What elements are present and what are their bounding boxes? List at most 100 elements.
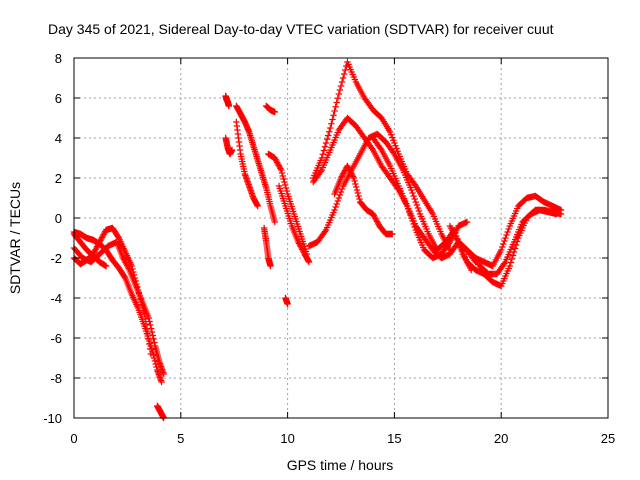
data-point xyxy=(557,206,565,214)
data-point xyxy=(499,243,506,251)
series-track-7 xyxy=(222,134,236,158)
data-point xyxy=(391,139,398,147)
data-point xyxy=(133,280,140,288)
data-point xyxy=(339,74,347,82)
y-tick-label: 2 xyxy=(55,171,62,186)
data-point xyxy=(323,136,331,143)
plot-frame xyxy=(73,57,609,419)
data-point xyxy=(136,292,143,300)
series-track-13 xyxy=(275,182,313,266)
data-point xyxy=(321,228,329,235)
data-point xyxy=(121,273,128,280)
data-point xyxy=(281,181,289,189)
data-point xyxy=(341,70,348,78)
data-point xyxy=(338,185,346,193)
data-point xyxy=(500,240,507,248)
data-point xyxy=(328,120,335,127)
series-track-21 xyxy=(455,192,565,270)
data-point xyxy=(351,177,358,185)
series-track-17 xyxy=(305,130,475,274)
data-point xyxy=(318,154,325,162)
x-tick-label: 10 xyxy=(280,431,294,446)
data-point xyxy=(508,255,516,263)
data-point xyxy=(135,289,143,297)
data-point xyxy=(151,357,159,365)
data-point xyxy=(130,271,138,279)
series-track-1 xyxy=(70,228,165,386)
data-point xyxy=(330,112,337,119)
data-point xyxy=(406,208,413,216)
data-point xyxy=(405,205,412,213)
y-tick-label: -4 xyxy=(50,291,62,306)
data-point xyxy=(413,201,421,209)
data-point xyxy=(412,198,419,206)
series-track-3 xyxy=(70,224,155,358)
data-point xyxy=(342,66,349,74)
series-track-5 xyxy=(154,402,167,422)
data-point xyxy=(279,172,286,180)
data-point xyxy=(505,225,512,233)
data-point xyxy=(506,262,513,270)
data-point xyxy=(134,283,141,291)
data-point xyxy=(336,191,344,199)
data-point xyxy=(132,277,139,285)
data-points xyxy=(70,58,565,422)
data-point xyxy=(278,169,286,177)
data-point xyxy=(386,128,394,136)
x-axis-label: GPS time / hours xyxy=(287,457,394,473)
data-point xyxy=(503,231,510,239)
data-point xyxy=(160,370,167,378)
data-point xyxy=(148,328,156,336)
data-point xyxy=(389,134,396,141)
x-tick-label: 5 xyxy=(177,431,184,446)
series-track-10 xyxy=(260,224,274,270)
data-point xyxy=(334,197,341,205)
data-point xyxy=(320,147,328,154)
data-point xyxy=(327,124,334,132)
y-tick-label: 0 xyxy=(55,211,62,226)
data-point xyxy=(134,286,142,294)
data-point xyxy=(143,325,151,333)
series-track-6 xyxy=(222,92,233,110)
data-point xyxy=(271,218,278,226)
data-point xyxy=(147,321,154,329)
data-point xyxy=(228,146,236,154)
data-point xyxy=(146,318,153,325)
data-point xyxy=(445,240,453,247)
data-point xyxy=(331,107,338,115)
data-point xyxy=(407,211,414,219)
data-point xyxy=(321,143,329,150)
data-point xyxy=(404,202,411,210)
x-tick-label: 20 xyxy=(494,431,508,446)
data-point xyxy=(324,132,332,139)
data-point xyxy=(319,151,327,158)
data-point xyxy=(501,260,508,267)
data-point xyxy=(338,78,346,86)
data-point xyxy=(102,262,110,270)
data-point xyxy=(337,82,345,90)
data-point xyxy=(410,192,417,200)
series-track-15 xyxy=(310,58,454,254)
data-point xyxy=(411,181,418,188)
data-point xyxy=(504,228,511,236)
series-track-8 xyxy=(233,102,278,226)
data-point xyxy=(355,192,362,200)
data-point xyxy=(411,223,418,231)
data-point xyxy=(128,262,135,270)
data-point xyxy=(326,128,333,135)
data-point xyxy=(317,168,324,175)
data-point xyxy=(277,165,284,172)
data-point xyxy=(356,195,363,203)
data-point xyxy=(511,245,519,252)
data-point xyxy=(137,295,144,303)
data-point xyxy=(354,189,362,197)
data-point xyxy=(332,203,339,211)
y-tick-label: 8 xyxy=(55,51,62,66)
data-point xyxy=(280,175,287,183)
data-point xyxy=(131,274,139,282)
y-tick-label: -6 xyxy=(50,331,62,346)
data-point xyxy=(349,173,357,180)
data-point xyxy=(387,131,395,138)
data-point xyxy=(225,102,233,110)
